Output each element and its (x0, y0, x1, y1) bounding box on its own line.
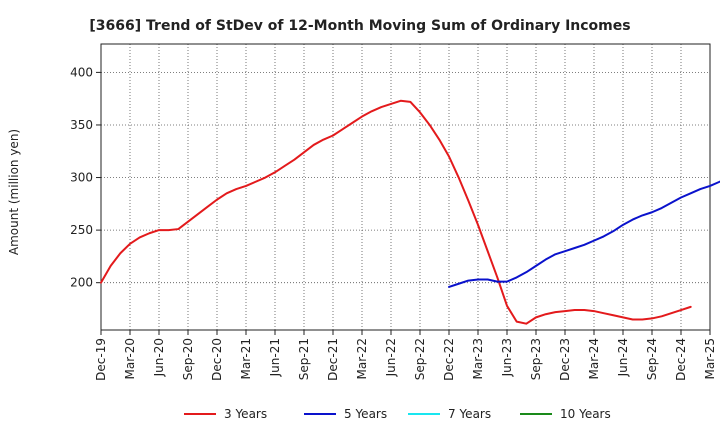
y-tick-label: 300 (70, 171, 93, 185)
legend-label-7-years: 7 Years (448, 407, 491, 421)
y-tick-label: 350 (70, 118, 93, 132)
x-tick-label: Dec-20 (210, 338, 224, 381)
x-tick-label: Dec-19 (94, 338, 108, 381)
y-tick-label: 400 (70, 65, 93, 79)
y-tick-label: 250 (70, 223, 93, 237)
series-lines (100, 99, 720, 325)
x-tick-label: Mar-22 (355, 338, 369, 379)
x-tick-label: Dec-24 (674, 338, 688, 381)
grid (101, 44, 710, 330)
x-tick-label: Jun-20 (152, 338, 166, 377)
x-tick-label: Sep-21 (297, 338, 311, 380)
x-tick-label: Jun-22 (384, 338, 398, 377)
x-tick-label: Sep-22 (413, 338, 427, 380)
x-tick-label: Dec-22 (442, 338, 456, 381)
x-tick-label: Jun-21 (268, 338, 282, 377)
x-tick-label: Sep-20 (181, 338, 195, 380)
x-tick-label: Jun-24 (616, 338, 630, 377)
chart-title: [3666] Trend of StDev of 12-Month Moving… (89, 18, 630, 34)
x-tick-label: Dec-23 (558, 338, 572, 381)
x-tick-label: Jun-23 (500, 338, 514, 377)
x-tick-label: Sep-24 (645, 338, 659, 380)
x-tick-label: Mar-23 (471, 338, 485, 379)
series-line-3-years (100, 99, 692, 325)
x-tick-label: Sep-23 (529, 338, 543, 380)
legend-label-3-years: 3 Years (224, 407, 267, 421)
y-axis-label: Amount (million yen) (7, 129, 21, 255)
x-tick-label: Mar-25 (703, 338, 717, 379)
legend-label-5-years: 5 Years (344, 407, 387, 421)
legend-label-10-years: 10 Years (560, 407, 611, 421)
x-tick-label: Mar-24 (587, 338, 601, 379)
x-tick-label: Mar-21 (239, 338, 253, 379)
x-tick-label: Mar-20 (123, 338, 137, 379)
x-axis: Dec-19 Mar-20 Jun-20 Sep-20 Dec-20 Mar-21 Jun-… (94, 330, 717, 381)
x-tick-label: Dec-21 (326, 338, 340, 381)
legend: 3 Years 5 Years 7 Years 10 Years (184, 407, 611, 421)
y-axis: 200 250 300 350 400 (70, 65, 101, 290)
plot-frame (100, 43, 711, 331)
y-tick-label: 200 (70, 276, 93, 290)
series-line-5-years (448, 180, 720, 288)
